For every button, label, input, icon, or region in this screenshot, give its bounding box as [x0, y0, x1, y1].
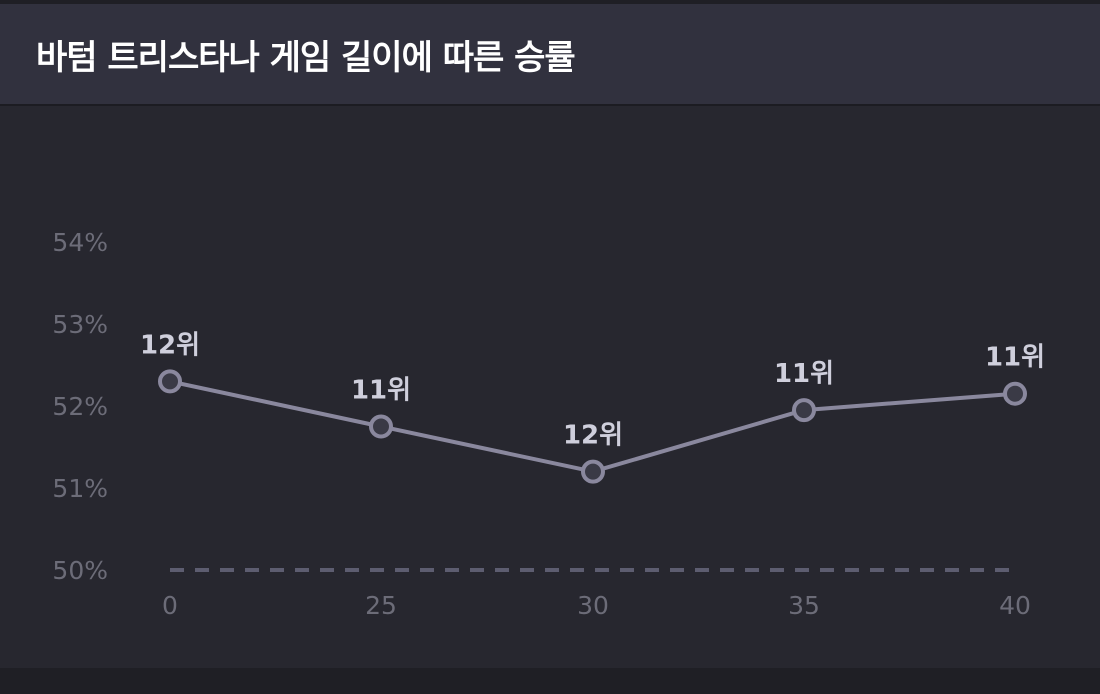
data-point-rank-label: 12위: [140, 330, 200, 360]
chart-title: 바텀 트리스타나 게임 길이에 따른 승률: [36, 38, 576, 78]
y-tick-label: 53%: [52, 310, 108, 339]
x-tick-label: 25: [365, 591, 397, 620]
data-point-marker: [369, 414, 393, 439]
data-point-rank-label: 12위: [563, 421, 623, 451]
data-point-rank-label: 11위: [351, 376, 411, 406]
x-tick-label: 30: [577, 591, 609, 620]
x-tick-label: 40: [999, 591, 1031, 620]
y-tick-label: 51%: [52, 474, 108, 503]
data-point-rank-label: 11위: [985, 343, 1045, 373]
y-tick-label: 52%: [52, 392, 108, 421]
x-tick-label: 0: [162, 591, 178, 620]
data-point-marker: [1003, 381, 1027, 406]
y-tick-label: 54%: [52, 228, 108, 257]
data-point-rank-label: 11위: [774, 359, 834, 389]
y-tick-label: 50%: [52, 556, 108, 585]
chart-header: 바텀 트리스타나 게임 길이에 따른 승률: [0, 4, 1100, 106]
data-point-marker: [792, 398, 816, 423]
data-point-marker: [158, 369, 182, 394]
chart-card: 바텀 트리스타나 게임 길이에 따른 승률: [0, 4, 1100, 668]
data-point-marker: [581, 459, 605, 484]
x-tick-label: 35: [788, 591, 820, 620]
